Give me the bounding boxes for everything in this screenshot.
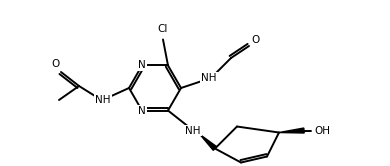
Text: O: O	[251, 35, 259, 45]
Text: NH: NH	[95, 95, 111, 105]
Text: NH: NH	[185, 125, 201, 135]
Text: N: N	[138, 106, 146, 116]
Text: Cl: Cl	[158, 24, 168, 35]
Polygon shape	[200, 134, 217, 150]
Polygon shape	[279, 128, 304, 133]
Text: O: O	[51, 59, 59, 69]
Text: N: N	[138, 60, 146, 71]
Text: OH: OH	[314, 125, 330, 135]
Text: NH: NH	[201, 73, 217, 83]
